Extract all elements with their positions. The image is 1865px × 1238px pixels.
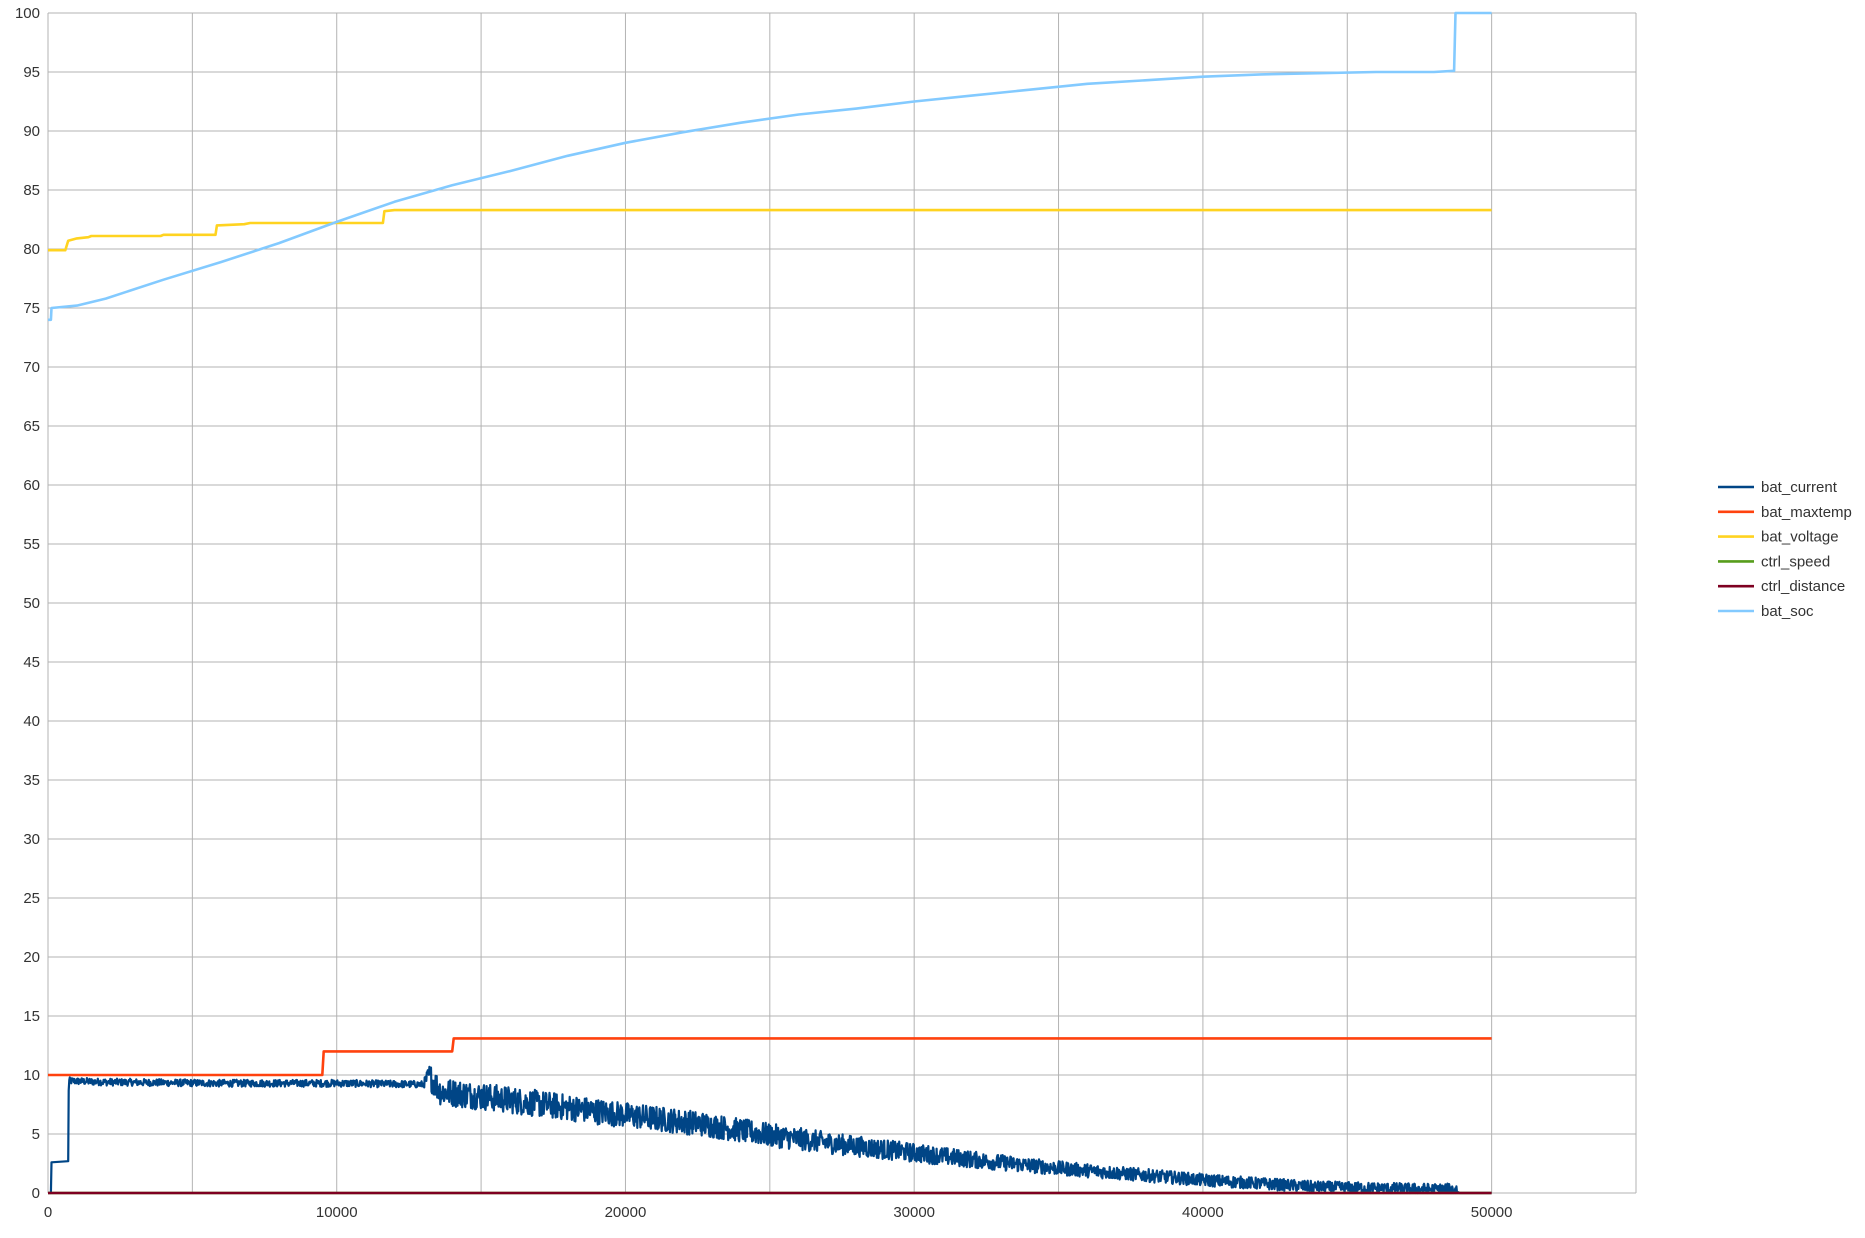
- y-tick-label: 85: [23, 182, 40, 199]
- legend-label: bat_soc: [1761, 603, 1814, 620]
- y-tick-label: 100: [15, 5, 40, 22]
- x-tick-label: 40000: [1182, 1204, 1224, 1221]
- y-tick-label: 90: [23, 123, 40, 140]
- y-tick-label: 35: [23, 772, 40, 789]
- x-tick-label: 30000: [893, 1204, 935, 1221]
- x-tick-label: 0: [44, 1204, 52, 1221]
- y-tick-label: 5: [32, 1126, 40, 1143]
- grid: [48, 12, 1637, 1194]
- x-tick-label: 20000: [605, 1204, 647, 1221]
- legend-label: bat_maxtemp: [1761, 504, 1852, 521]
- series-line-bat-maxtemp: [48, 1037, 1492, 1077]
- legend-label: bat_voltage: [1761, 529, 1839, 546]
- series-line-bat-soc: [48, 11, 1492, 322]
- legend-item: bat_maxtemp: [1718, 504, 1852, 521]
- y-tick-label: 45: [23, 654, 40, 671]
- y-tick-label: 95: [23, 64, 40, 81]
- y-tick-label: 50: [23, 595, 40, 612]
- y-tick-label: 65: [23, 418, 40, 435]
- y-tick-label: 10: [23, 1067, 40, 1084]
- x-tick-label: 50000: [1471, 1204, 1513, 1221]
- y-tick-label: 30: [23, 831, 40, 848]
- y-tick-label: 70: [23, 359, 40, 376]
- series-lines: [48, 11, 1492, 1195]
- legend-label: bat_current: [1761, 479, 1838, 496]
- legend-item: ctrl_speed: [1718, 553, 1830, 570]
- y-tick-label: 80: [23, 241, 40, 258]
- legend-item: bat_voltage: [1718, 529, 1839, 546]
- y-tick-label: 75: [23, 300, 40, 317]
- y-tick-label: 25: [23, 890, 40, 907]
- x-tick-label: 10000: [316, 1204, 358, 1221]
- legend: bat_current bat_maxtemp bat_voltage ctrl_sp…: [1718, 479, 1852, 620]
- y-tick-label: 0: [32, 1185, 40, 1202]
- legend-label: ctrl_speed: [1761, 553, 1830, 570]
- legend-item: ctrl_distance: [1718, 578, 1845, 595]
- series-line-bat-voltage: [48, 208, 1492, 252]
- y-tick-label: 40: [23, 713, 40, 730]
- legend-item: bat_soc: [1718, 603, 1814, 620]
- series-line-bat-current: [48, 1065, 1492, 1195]
- y-tick-label: 55: [23, 536, 40, 553]
- legend-label: ctrl_distance: [1761, 578, 1845, 595]
- legend-item: bat_current: [1718, 479, 1838, 496]
- y-tick-label: 15: [23, 1008, 40, 1025]
- y-tick-label: 20: [23, 949, 40, 966]
- y-tick-label: 60: [23, 477, 40, 494]
